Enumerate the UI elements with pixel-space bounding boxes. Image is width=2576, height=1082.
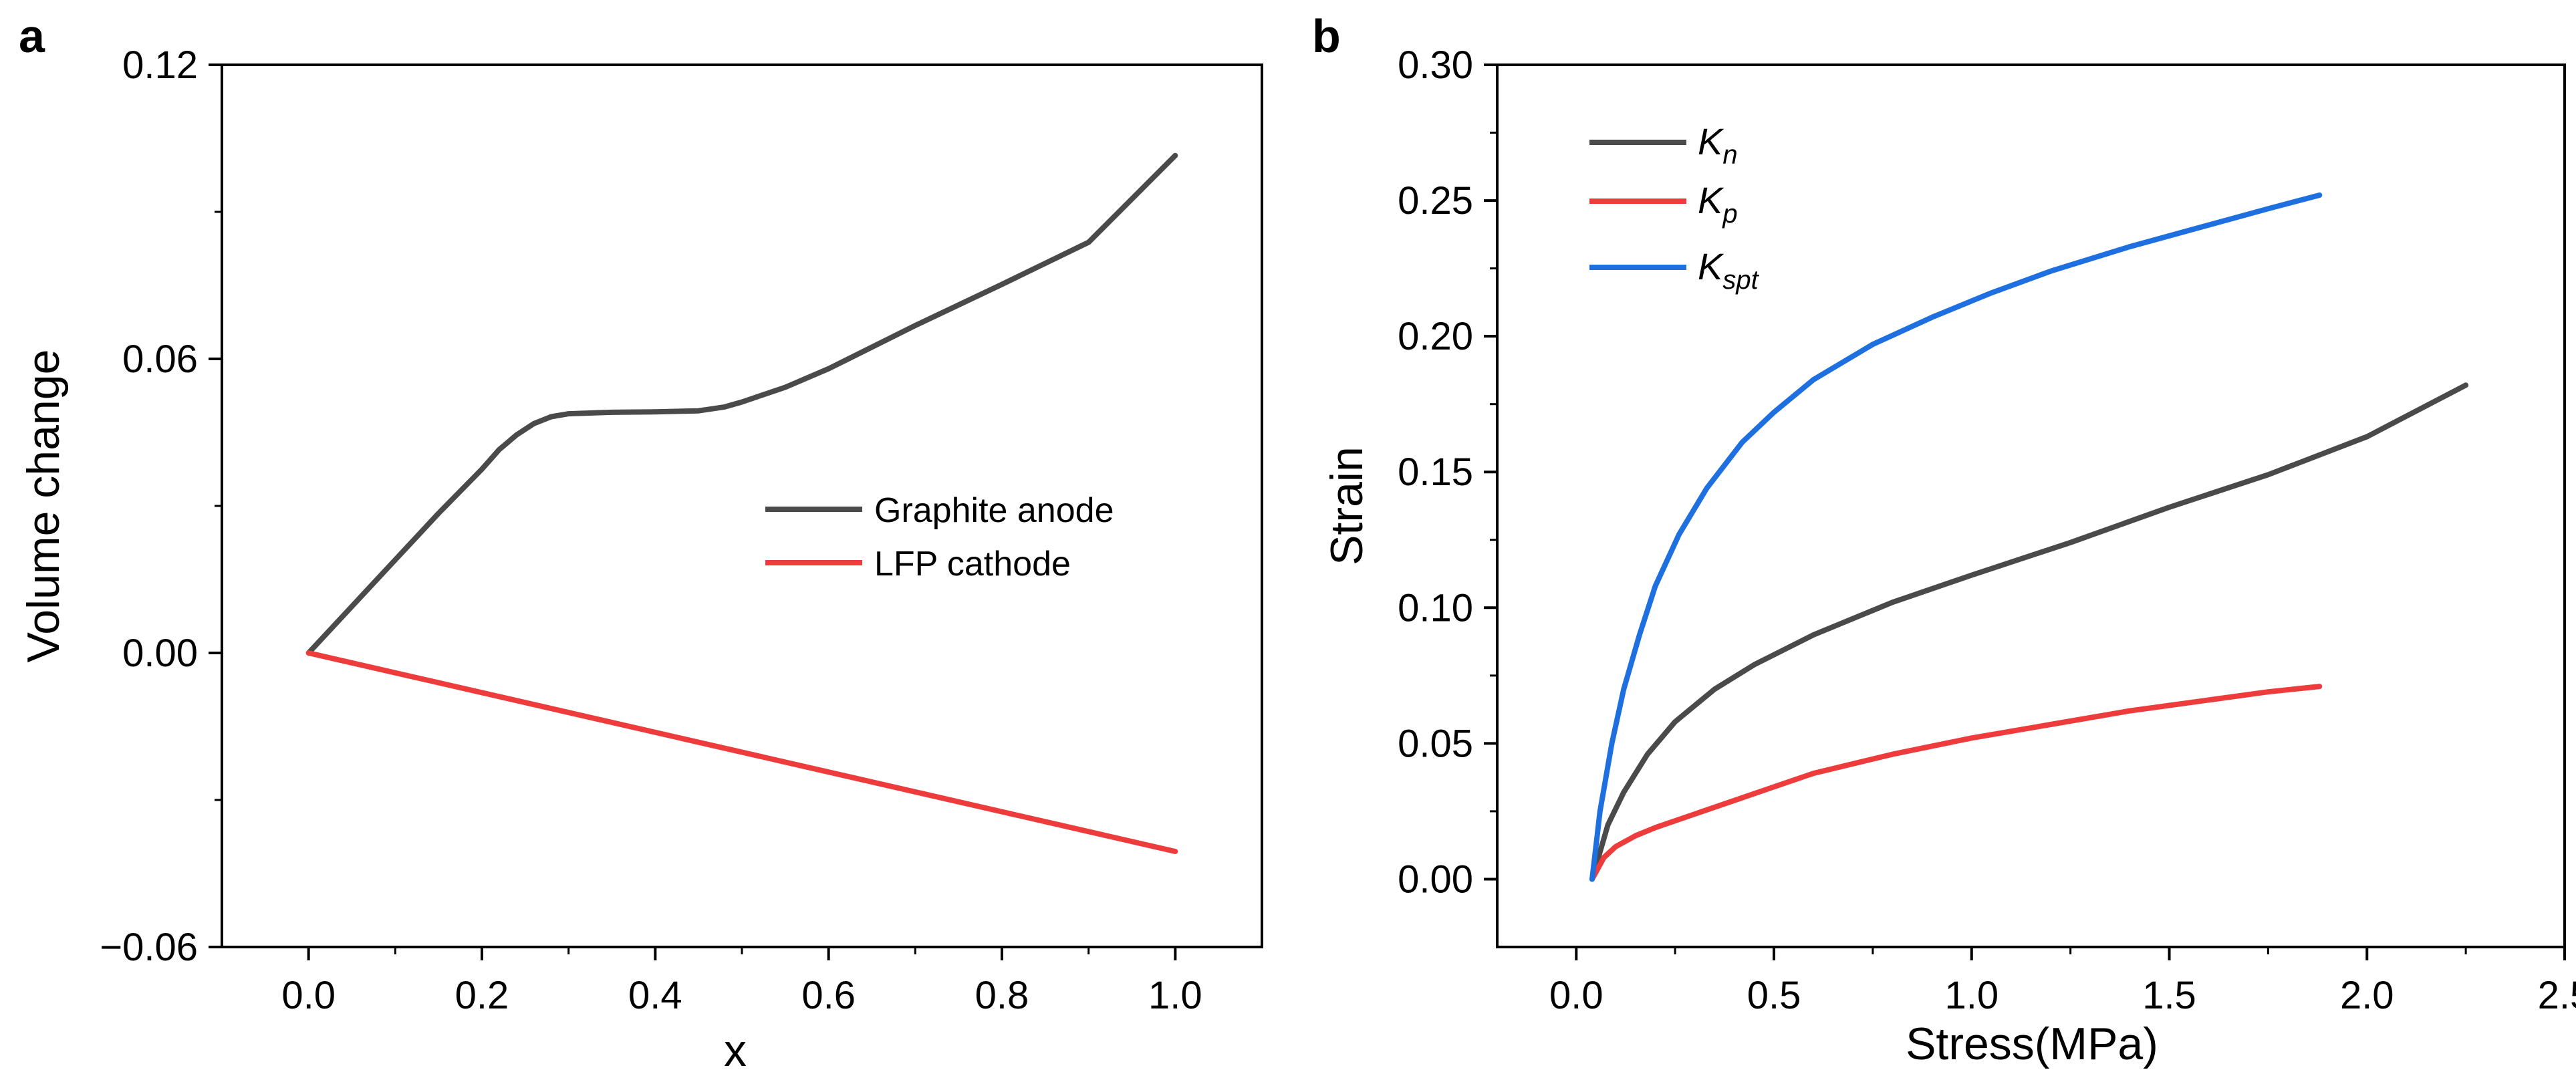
panel-b-legend: Kn Kp Kspt — [1589, 120, 1760, 295]
y-tick-label: 0.06 — [122, 337, 198, 381]
legend-item-kp: Kp — [1589, 179, 1738, 229]
legend-kspt-symbol: K — [1698, 245, 1724, 287]
panel-b-y-axis-label: Strain — [1321, 446, 1372, 565]
y-tick-label: 0.12 — [122, 43, 198, 87]
series-line-graphite-anode — [305, 152, 1178, 656]
x-tick-label: 2.0 — [2340, 974, 2394, 1017]
legend-item-graphite-anode: Graphite anode — [765, 491, 1114, 530]
x-tick-label: 1.5 — [2142, 974, 2196, 1017]
y-tick-label: 0.15 — [1398, 450, 1473, 494]
legend-label-kp: Kp — [1698, 179, 1738, 229]
legend-kspt-subscript: spt — [1722, 265, 1759, 295]
legend-label-lfp-cathode: LFP cathode — [874, 545, 1071, 583]
legend-item-kn: Kn — [1589, 120, 1738, 170]
legend-kp-subscript: p — [1722, 199, 1737, 229]
panel-a-y-axis-label: Volume change — [18, 350, 69, 663]
x-tick-label: 0.0 — [1549, 974, 1603, 1017]
y-tick-label: −0.06 — [100, 926, 198, 969]
series-line-kn — [1589, 382, 2469, 882]
x-tick-label: 0.2 — [455, 974, 509, 1017]
x-tick-label: 1.0 — [1944, 974, 1999, 1017]
y-tick-label: 0.00 — [122, 632, 198, 675]
y-tick-label: 0.30 — [1398, 43, 1473, 87]
series-line-kspt — [1589, 192, 2323, 882]
panel-a-label: a — [19, 10, 45, 62]
x-tick-label: 0.0 — [281, 974, 336, 1017]
x-tick-label: 0.6 — [801, 974, 856, 1017]
y-tick-label: 0.20 — [1398, 315, 1473, 358]
series-line-lfp-cathode — [305, 650, 1178, 854]
legend-item-kspt: Kspt — [1589, 245, 1760, 295]
legend-item-lfp-cathode: LFP cathode — [765, 545, 1071, 583]
panel-b-x-axis-label: Stress(MPa) — [1906, 1019, 2158, 1069]
legend-label-graphite-anode: Graphite anode — [874, 491, 1114, 530]
panel-b-series — [1589, 192, 2469, 882]
panel-a-series — [305, 152, 1178, 854]
legend-kn-symbol: K — [1698, 120, 1724, 162]
y-tick-label: 0.00 — [1398, 857, 1473, 901]
legend-kp-symbol: K — [1698, 179, 1724, 221]
x-tick-label: 1.0 — [1148, 974, 1202, 1017]
y-tick-label: 0.05 — [1398, 722, 1473, 765]
y-tick-label: 0.25 — [1398, 179, 1473, 223]
x-tick-label: 0.8 — [975, 974, 1029, 1017]
panel-b-ticks: 0.0 0.5 1.0 1.5 2.0 2.5 0.00 0.05 0.10 0.15 0.20 0.… — [1398, 43, 2576, 1017]
panel-b-chart: b 0.0 0.5 1.0 1.5 2.0 2.5 0.00 0.05 0.10 0.15 0.20… — [1312, 10, 2576, 1069]
y-tick-label: 0.10 — [1398, 586, 1473, 630]
series-line-kp — [1589, 684, 2323, 882]
panel-a-x-axis-label: x — [724, 1025, 747, 1076]
panel-a-chart: a 0.0 0.2 0.4 0.6 0.8 1.0−0.060.000.060.12 x … — [18, 10, 1263, 1076]
panel-a-ticks: 0.0 0.2 0.4 0.6 0.8 1.0 −0.06 0.00 0.06 0.12 — [100, 43, 1202, 1017]
x-tick-label: 0.5 — [1747, 974, 1801, 1017]
legend-label-kspt: Kspt — [1698, 245, 1760, 295]
x-tick-label: 2.5 — [2538, 974, 2576, 1017]
legend-label-kn: Kn — [1698, 120, 1738, 170]
x-tick-label: 0.4 — [628, 974, 682, 1017]
legend-kn-subscript: n — [1722, 140, 1737, 170]
panel-a-legend: Graphite anode LFP cathode — [765, 491, 1114, 583]
panel-b-plot-frame — [1496, 63, 2566, 948]
panel-b-label: b — [1312, 10, 1341, 62]
